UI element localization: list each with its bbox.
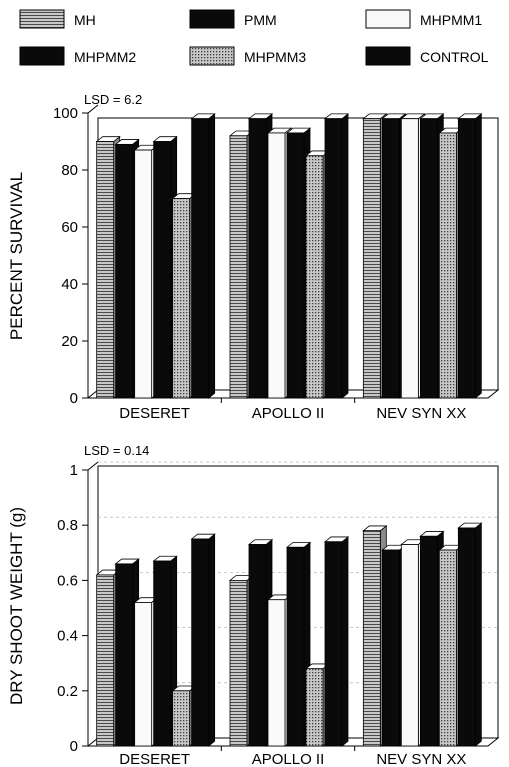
bar-side-face <box>474 113 482 399</box>
category-label: NEV SYN XX <box>376 751 466 767</box>
bar-front-face <box>381 549 400 747</box>
bar-front-face <box>324 118 343 399</box>
bar-control-apollo-ii <box>323 536 350 747</box>
y-tick-label: 80 <box>61 162 78 179</box>
weight-y-axis-label: DRY SHOOT WEIGHT (g) <box>7 507 26 705</box>
bar-front-face <box>305 155 324 399</box>
bar-front-face <box>362 118 381 399</box>
survival-lsd-annotation: LSD = 6.2 <box>84 92 142 107</box>
survival-chart: LSD = 6.2 PERCENT SURVIVAL 020406080100 … <box>7 92 500 422</box>
legend-item-mhpmm2: MHPMM2 <box>19 46 136 66</box>
legend-item-control: CONTROL <box>365 46 489 66</box>
bar-front-face <box>134 149 153 399</box>
category-label: APOLLO II <box>252 405 325 422</box>
y-tick-label: 0 <box>70 738 78 755</box>
bar-front-face <box>96 574 115 747</box>
legend-swatch-mh <box>19 9 65 29</box>
y-tick-label: 20 <box>61 333 78 350</box>
bar-front-face <box>324 541 343 747</box>
bar-front-face <box>134 602 153 747</box>
category-label: APOLLO II <box>252 751 325 767</box>
weight-chart: LSD = 0.14 DRY SHOOT WEIGHT (g) 0 0.2 0.4 0… <box>7 443 500 767</box>
y-tick-label: 0.2 <box>57 683 78 700</box>
legend-swatch-mhpmm3 <box>189 46 235 66</box>
bar-front-face <box>267 599 286 747</box>
legend-label-pmm: PMM <box>244 12 277 28</box>
bar-control-nev-syn-xx <box>457 522 483 747</box>
bar-control-deseret <box>190 113 216 399</box>
y-tick-label: 0.4 <box>57 628 78 645</box>
legend-item-mhpmm3: MHPMM3 <box>189 46 306 66</box>
bar-front-face <box>191 538 210 747</box>
y-tick-label: 60 <box>61 219 78 236</box>
bar-front-face <box>305 668 324 747</box>
legend-label-control: CONTROL <box>420 49 489 65</box>
legend-label-mhpmm1: MHPMM1 <box>420 12 482 28</box>
bar-front-face <box>419 118 438 399</box>
bar-front-face <box>229 135 248 399</box>
bar-side-face <box>208 113 216 399</box>
bar-front-face <box>172 198 191 399</box>
bar-side-face <box>341 536 349 747</box>
bar-front-face <box>172 690 191 747</box>
bar-front-face <box>191 118 210 399</box>
legend-swatch-control <box>365 46 411 66</box>
legend-swatch-pmm <box>189 9 235 29</box>
bar-front-face <box>115 563 134 747</box>
bar-front-face <box>248 544 267 747</box>
bar-front-face <box>286 546 305 747</box>
bar-front-face <box>286 132 305 399</box>
bar-side-face <box>208 533 216 747</box>
survival-y-axis-label: PERCENT SURVIVAL <box>7 172 26 340</box>
y-axis-cap <box>87 104 99 114</box>
bar-front-face <box>457 118 476 399</box>
bar-front-face <box>96 141 115 399</box>
bar-front-face <box>457 527 476 747</box>
bar-front-face <box>153 141 172 399</box>
bar-control-deseret <box>190 533 216 747</box>
legend-label-mhpmm3: MHPMM3 <box>244 49 306 65</box>
legend-label-mhpmm2: MHPMM2 <box>74 49 136 65</box>
bar-front-face <box>153 560 172 747</box>
bar-control-apollo-ii <box>323 113 350 399</box>
bar-front-face <box>400 544 419 747</box>
bar-control-nev-syn-xx <box>457 113 483 399</box>
category-label: NEV SYN XX <box>376 405 466 422</box>
legend-item-mhpmm1: MHPMM1 <box>365 9 482 29</box>
y-tick-label: 100 <box>53 105 78 122</box>
bar-front-face <box>229 580 248 747</box>
y-tick-label: 0.8 <box>57 517 78 534</box>
bar-front-face <box>362 530 381 747</box>
bar-front-face <box>248 118 267 399</box>
bar-front-face <box>381 118 400 399</box>
legend-swatch-mhpmm1 <box>365 9 411 29</box>
legend-item-mh: MH <box>19 9 96 29</box>
legend: MH PMM MHPMM1 MHPMM2 MHPMM3 CONTROL <box>19 9 489 66</box>
category-label: DESERET <box>119 405 190 422</box>
y-tick-label: 0 <box>70 390 78 407</box>
bar-front-face <box>419 535 438 747</box>
bar-front-face <box>115 143 134 399</box>
bar-side-face <box>341 113 349 399</box>
legend-label-mh: MH <box>74 12 96 28</box>
bar-front-face <box>438 132 457 399</box>
bar-front-face <box>267 132 286 399</box>
weight-lsd-annotation: LSD = 0.14 <box>84 443 149 458</box>
bar-front-face <box>438 549 457 747</box>
y-tick-label: 1 <box>70 462 78 479</box>
bar-front-face <box>400 118 419 399</box>
y-tick-label: 40 <box>61 276 78 293</box>
category-label: DESERET <box>119 751 190 767</box>
y-tick-label: 0.6 <box>57 572 78 589</box>
bar-side-face <box>474 522 482 747</box>
legend-swatch-mhpmm2 <box>19 46 65 66</box>
y-axis-cap <box>87 461 99 471</box>
legend-item-pmm: PMM <box>189 9 277 29</box>
